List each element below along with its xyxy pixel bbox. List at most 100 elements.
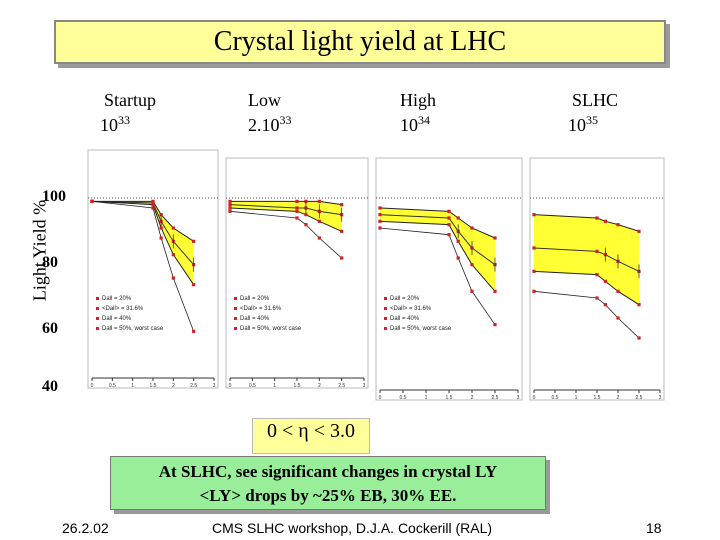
column-label-slhc: SLHC 1035 bbox=[568, 90, 619, 135]
x-tick-label: 1.5 bbox=[150, 383, 157, 389]
data-point bbox=[228, 203, 232, 207]
legend-entry: Dall = 20% bbox=[102, 296, 132, 302]
data-point bbox=[603, 303, 607, 307]
data-point bbox=[151, 203, 155, 207]
data-point bbox=[295, 206, 299, 210]
data-point bbox=[603, 219, 607, 223]
data-point bbox=[159, 236, 163, 240]
legend-marker bbox=[96, 327, 99, 330]
data-point bbox=[151, 201, 155, 205]
data-point bbox=[317, 219, 321, 223]
x-tick-label: 0 bbox=[533, 395, 536, 401]
y-tick-100: 100 bbox=[42, 188, 66, 205]
data-point bbox=[317, 236, 321, 240]
data-point bbox=[532, 246, 536, 250]
data-point bbox=[532, 269, 536, 273]
data-point bbox=[171, 276, 175, 280]
data-point bbox=[340, 229, 344, 233]
data-point bbox=[192, 283, 196, 287]
x-tick-label: 0.5 bbox=[400, 395, 407, 401]
data-point bbox=[378, 206, 382, 210]
legend-entry: <Dall> = 31.6% bbox=[240, 306, 282, 312]
data-point bbox=[616, 316, 620, 320]
data-point bbox=[532, 213, 536, 217]
legend-marker bbox=[384, 317, 387, 320]
yield-band bbox=[230, 201, 342, 232]
data-point bbox=[447, 209, 451, 213]
data-point bbox=[378, 219, 382, 223]
data-point bbox=[595, 249, 599, 253]
legend-entry: Dall = 40% bbox=[240, 316, 270, 322]
legend-entry: <Dall> = 31.6% bbox=[390, 306, 432, 312]
data-point bbox=[493, 323, 497, 327]
data-point bbox=[595, 273, 599, 277]
data-point bbox=[637, 303, 641, 307]
data-point bbox=[295, 216, 299, 220]
data-point bbox=[616, 289, 620, 293]
x-tick-label: 0 bbox=[229, 383, 232, 389]
x-tick-label: 0 bbox=[91, 383, 94, 389]
data-point bbox=[532, 289, 536, 293]
legend-entry: <Dall> = 31.6% bbox=[102, 306, 144, 312]
x-tick-label: 1.5 bbox=[294, 383, 301, 389]
legend-entry: Dall = 40% bbox=[390, 316, 420, 322]
data-point bbox=[159, 226, 163, 230]
legend-marker bbox=[234, 297, 237, 300]
data-point bbox=[295, 199, 299, 203]
x-tick-label: 2 bbox=[318, 383, 321, 389]
panel-frame bbox=[529, 157, 665, 401]
x-tick-label: 1 bbox=[425, 395, 428, 401]
x-tick-label: 0 bbox=[379, 395, 382, 401]
data-point bbox=[192, 239, 196, 243]
slide-title: Crystal light yield at LHC bbox=[213, 26, 507, 57]
footer-date: 26.2.02 bbox=[62, 520, 109, 536]
footer-page-number: 18 bbox=[646, 520, 662, 536]
data-point bbox=[637, 336, 641, 340]
data-point bbox=[151, 199, 155, 203]
x-tick-label: 3 bbox=[659, 395, 662, 401]
column-label-high: High 1034 bbox=[400, 90, 436, 135]
data-point bbox=[595, 216, 599, 220]
data-point bbox=[493, 289, 497, 293]
data-point bbox=[378, 213, 382, 217]
data-point bbox=[595, 296, 599, 300]
legend-marker bbox=[384, 307, 387, 310]
x-tick-label: 3 bbox=[517, 395, 520, 401]
x-tick-label: 1 bbox=[575, 395, 578, 401]
x-tick-label: 1 bbox=[273, 383, 276, 389]
data-point bbox=[470, 226, 474, 230]
note-box bbox=[110, 456, 546, 510]
legend-marker bbox=[234, 317, 237, 320]
eta-range-label: 0 < η < 3.0 bbox=[266, 420, 356, 442]
legend-entry: Dall = 50%, worst case bbox=[390, 326, 452, 332]
data-point bbox=[340, 256, 344, 260]
x-tick-label: 2.5 bbox=[338, 383, 345, 389]
data-point bbox=[90, 199, 94, 203]
data-point bbox=[228, 209, 232, 213]
x-tick-label: 2.5 bbox=[492, 395, 499, 401]
data-point bbox=[456, 256, 460, 260]
data-point bbox=[151, 206, 155, 210]
x-tick-label: 2 bbox=[617, 395, 620, 401]
data-point bbox=[470, 263, 474, 267]
legend-marker bbox=[234, 307, 237, 310]
data-point bbox=[616, 223, 620, 227]
panel-frame bbox=[87, 149, 219, 389]
y-tick-60: 60 bbox=[42, 320, 58, 337]
note-line-2: <LY> drops by ~25% EB, 30% EE. bbox=[199, 486, 457, 505]
x-tick-label: 2 bbox=[471, 395, 474, 401]
legend-marker bbox=[96, 307, 99, 310]
data-point bbox=[192, 329, 196, 333]
x-tick-label: 0.5 bbox=[109, 383, 116, 389]
data-point bbox=[493, 236, 497, 240]
legend-entry: Dall = 50%, worst case bbox=[102, 326, 164, 332]
legend-marker bbox=[384, 297, 387, 300]
data-point bbox=[171, 226, 175, 230]
x-tick-label: 2 bbox=[172, 383, 175, 389]
column-label-low: Low 2.1033 bbox=[248, 90, 292, 135]
data-point bbox=[447, 216, 451, 220]
column-label-startup: Startup 1033 bbox=[100, 90, 156, 135]
x-tick-label: 0.5 bbox=[552, 395, 559, 401]
data-point bbox=[171, 253, 175, 257]
